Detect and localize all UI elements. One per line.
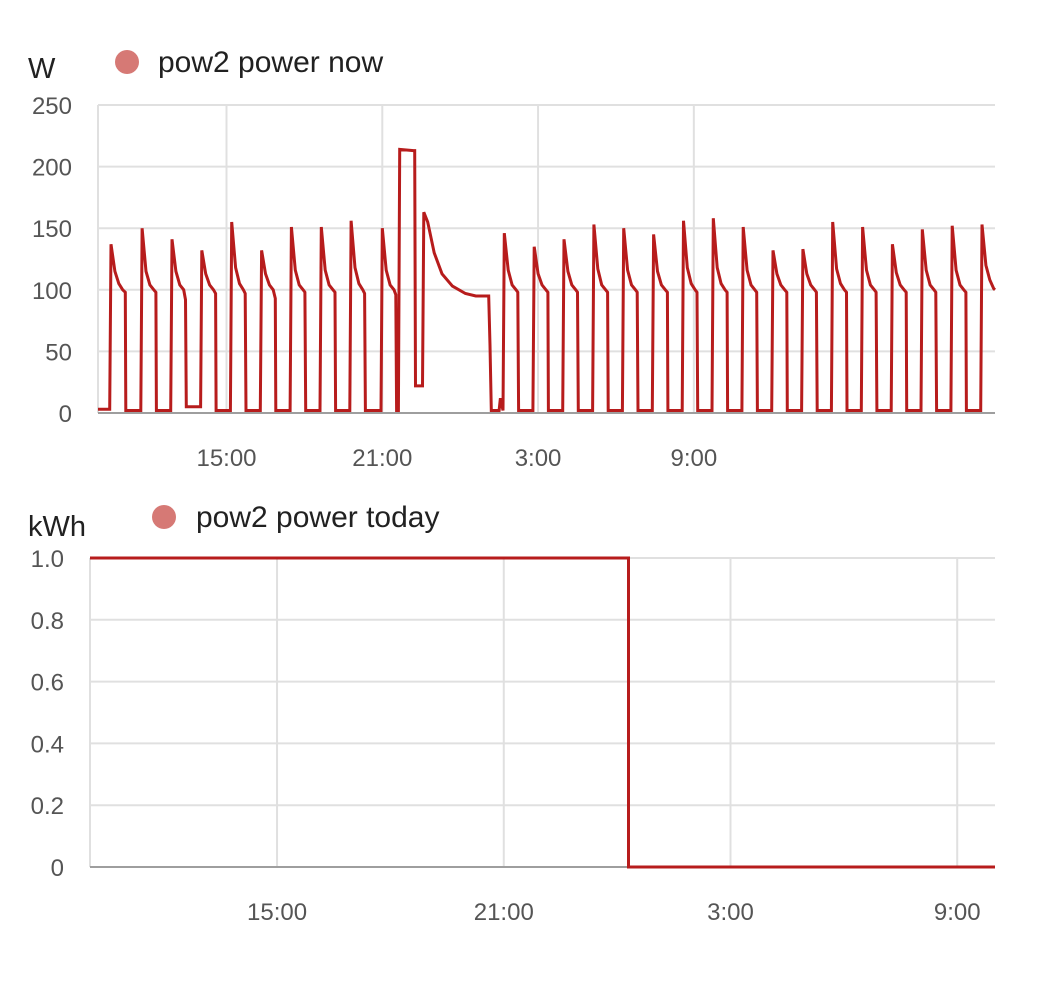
y-axis-ticks: 0 0.2 0.4 0.6 0.8 1.0 [31, 546, 64, 882]
x-axis-ticks: 15:00 21:00 3:00 9:00 [196, 445, 717, 472]
legend-label[interactable]: pow2 power today [196, 501, 440, 534]
y-tick-label: 0.8 [31, 608, 64, 635]
y-tick-label: 100 [32, 278, 72, 305]
grid [89, 557, 995, 867]
y-tick-label: 0 [59, 401, 72, 428]
y-tick-label: 50 [45, 339, 72, 366]
y-tick-label: 0 [51, 855, 64, 882]
x-axis-ticks: 15:00 21:00 3:00 9:00 [247, 899, 981, 926]
x-tick-label: 15:00 [247, 899, 307, 926]
y-tick-label: 0.2 [31, 793, 64, 820]
power-today-chart: kWh pow2 power today 0 0.2 0.4 0.6 0.8 1.0 15… [28, 501, 995, 926]
y-unit-label: W [28, 53, 56, 85]
y-tick-label: 1.0 [31, 546, 64, 573]
x-tick-label: 9:00 [934, 899, 981, 926]
y-tick-label: 0.4 [31, 731, 64, 758]
y-tick-label: 200 [32, 155, 72, 182]
legend-dot-icon[interactable] [152, 505, 176, 529]
y-tick-label: 0.6 [31, 670, 64, 697]
y-tick-label: 250 [32, 93, 72, 120]
power-now-chart: W pow2 power now 0 50 100 150 200 250 15:00 21… [28, 46, 997, 472]
series-line-power-now[interactable] [98, 147, 997, 412]
y-tick-label: 150 [32, 216, 72, 243]
x-tick-label: 21:00 [352, 445, 412, 472]
y-unit-label: kWh [28, 511, 86, 543]
x-tick-label: 21:00 [474, 899, 534, 926]
y-axis-ticks: 0 50 100 150 200 250 [32, 93, 72, 428]
x-tick-label: 3:00 [515, 445, 562, 472]
series-line-power-today[interactable] [90, 556, 995, 869]
x-tick-label: 9:00 [670, 445, 717, 472]
legend-label[interactable]: pow2 power now [158, 46, 383, 79]
x-tick-label: 3:00 [707, 899, 754, 926]
legend-dot-icon[interactable] [115, 50, 139, 74]
x-tick-label: 15:00 [196, 445, 256, 472]
